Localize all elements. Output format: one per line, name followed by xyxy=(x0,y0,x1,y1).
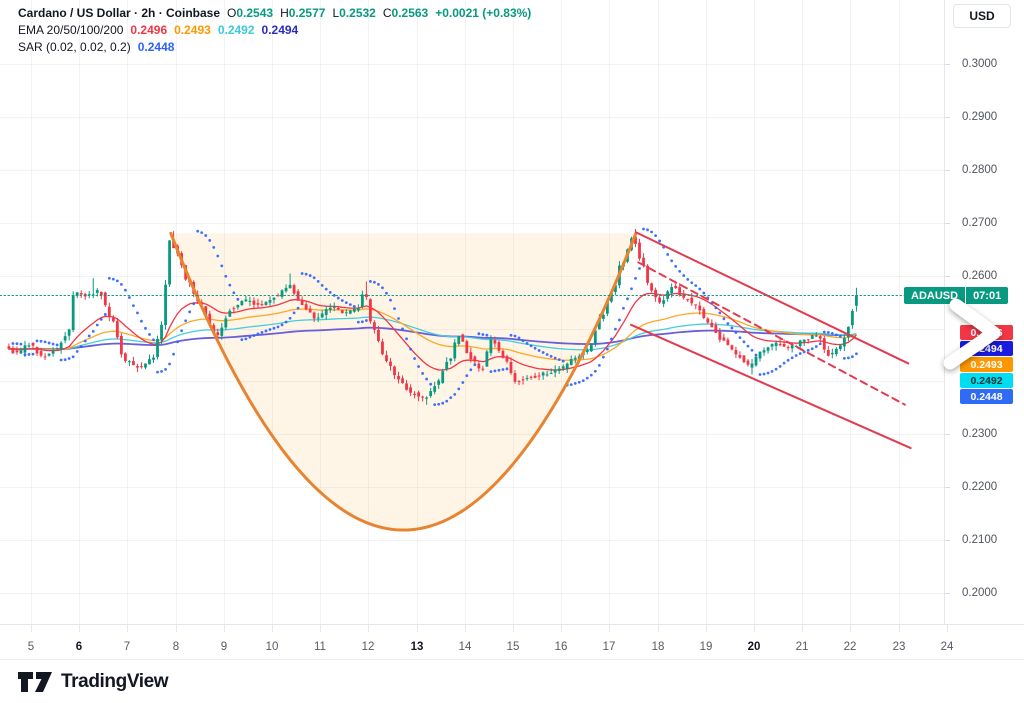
open-value: 0.2543 xyxy=(236,6,274,20)
badge-divider xyxy=(965,287,967,304)
price-axis-label: 0.2200 xyxy=(962,481,998,493)
chart-legend: Cardano / US Dollar · 2h · Coinbase O0.25… xyxy=(18,5,531,56)
time-axis-tick xyxy=(802,625,803,632)
time-axis-tick xyxy=(465,625,466,632)
sar-legend-row[interactable]: SAR (0.02, 0.02, 0.2) 0.2448 xyxy=(18,39,531,55)
symbol-legend-row[interactable]: Cardano / US Dollar · 2h · Coinbase O0.25… xyxy=(18,5,531,21)
time-axis-label: 16 xyxy=(554,641,568,653)
time-axis-label: 23 xyxy=(892,641,906,653)
ema-label[interactable]: EMA 20/50/100/200 xyxy=(18,23,124,37)
symbol-title[interactable]: Cardano / US Dollar · 2h · Coinbase xyxy=(18,6,221,20)
price-axis-label: 0.3000 xyxy=(962,58,998,70)
time-axis-label: 9 xyxy=(220,641,228,653)
time-axis[interactable]: 5 6 7 8 9 10 11 12 13 14 15 16 17 18 19 20 21 22 23 24 xyxy=(0,625,1024,659)
tradingview-logo-icon xyxy=(18,672,52,692)
time-axis-tick xyxy=(176,625,177,632)
price-axis-label: 0.2600 xyxy=(962,270,998,282)
time-axis-tick xyxy=(609,625,610,632)
time-axis-tick xyxy=(706,625,707,632)
time-axis-tick xyxy=(513,625,514,632)
time-axis-label: 15 xyxy=(506,641,520,653)
time-axis-label: 11 xyxy=(314,641,326,653)
price-axis-tick xyxy=(945,223,950,224)
time-axis-tick xyxy=(224,625,225,632)
time-axis-tick xyxy=(31,625,32,632)
last-price-badge: ADAUSD 07:01 xyxy=(904,287,1009,304)
time-axis-tick xyxy=(850,625,851,632)
time-axis-tick xyxy=(899,625,900,632)
open-label: O xyxy=(227,6,237,20)
chart-bottom-edge xyxy=(0,659,1024,660)
time-axis-label: 7 xyxy=(123,641,131,653)
time-axis-tick xyxy=(417,625,418,632)
sar-price-badge: 0.2448 xyxy=(960,389,1013,404)
time-axis-label: 20 xyxy=(747,641,761,653)
time-axis-label: 10 xyxy=(265,641,279,653)
ema50-value: 0.2493 xyxy=(174,23,211,37)
ema100-value: 0.2492 xyxy=(217,23,255,37)
high-label: H xyxy=(280,6,289,20)
price-axis-label: 0.2700 xyxy=(962,217,998,229)
time-axis-tick xyxy=(79,625,80,632)
time-axis-tick xyxy=(947,625,948,632)
time-axis-tick xyxy=(368,625,369,632)
time-axis-label: 17 xyxy=(602,641,616,653)
time-axis-tick xyxy=(272,625,273,632)
time-axis-label: 19 xyxy=(699,641,713,653)
price-axis-tick xyxy=(945,487,950,488)
low-value: 0.2532 xyxy=(339,6,376,20)
time-axis-tick xyxy=(754,625,755,632)
price-axis-label: 0.2900 xyxy=(962,111,998,123)
price-axis[interactable]: 0.3000 0.2900 0.2800 0.2700 0.2600 0.2300 0.22… xyxy=(945,0,1024,624)
time-axis-label: 21 xyxy=(795,641,809,653)
price-axis-tick xyxy=(945,64,950,65)
currency-usd-button[interactable]: USD xyxy=(953,4,1011,28)
price-axis-tick xyxy=(945,276,950,277)
price-axis-tick xyxy=(945,593,950,594)
time-axis-label: 5 xyxy=(27,641,35,653)
time-axis-separator xyxy=(0,624,1024,625)
close-label: C xyxy=(382,6,392,20)
time-axis-label: 8 xyxy=(172,641,180,653)
price-axis-tick xyxy=(945,170,950,171)
sar-value: 0.2448 xyxy=(137,40,175,54)
ema20-value: 0.2496 xyxy=(130,23,168,37)
price-axis-label: 0.2800 xyxy=(962,164,998,176)
price-axis-label: 0.2100 xyxy=(962,534,998,546)
change-value: +0.0021 (+0.83%) xyxy=(435,6,532,20)
price-chart-canvas[interactable] xyxy=(0,0,944,624)
time-axis-label: 24 xyxy=(940,641,954,653)
time-axis-label: 6 xyxy=(75,641,83,653)
time-axis-label: 22 xyxy=(843,641,857,653)
ema20-price-badge: 0.2496 xyxy=(960,325,1013,340)
price-axis-label: 0.2300 xyxy=(962,428,998,440)
price-axis-label: 0.2000 xyxy=(962,587,998,599)
price-axis-tick xyxy=(945,117,950,118)
close-value: 0.2563 xyxy=(391,6,429,20)
footer-bar: TradingView xyxy=(0,660,1024,703)
tradingview-wordmark: TradingView xyxy=(61,671,169,692)
last-price-symbol: ADAUSD xyxy=(904,287,966,304)
ema100-price-badge: 0.2492 xyxy=(960,373,1013,388)
tradingview-logo[interactable]: TradingView xyxy=(17,671,169,693)
time-axis-tick xyxy=(561,625,562,632)
ema50-price-badge: 0.2493 xyxy=(960,357,1013,372)
high-value: 0.2577 xyxy=(288,6,326,20)
ema-legend-row[interactable]: EMA 20/50/100/200 0.2496 0.2493 0.2492 0.249… xyxy=(18,22,531,38)
time-axis-tick xyxy=(320,625,321,632)
time-axis-label: 14 xyxy=(458,641,472,653)
price-axis-tick xyxy=(945,540,950,541)
price-axis-tick xyxy=(945,434,950,435)
sar-label[interactable]: SAR (0.02, 0.02, 0.2) xyxy=(18,40,131,54)
ema200-value: 0.2494 xyxy=(261,23,299,37)
ema200-price-badge: 0.2494 xyxy=(960,341,1013,356)
time-axis-tick xyxy=(658,625,659,632)
low-label: L xyxy=(332,6,340,20)
bar-countdown: 07:01 xyxy=(966,287,1009,304)
time-axis-label: 18 xyxy=(651,641,665,653)
time-axis-label: 12 xyxy=(361,641,375,653)
time-axis-tick xyxy=(127,625,128,632)
time-axis-label: 13 xyxy=(410,641,424,653)
